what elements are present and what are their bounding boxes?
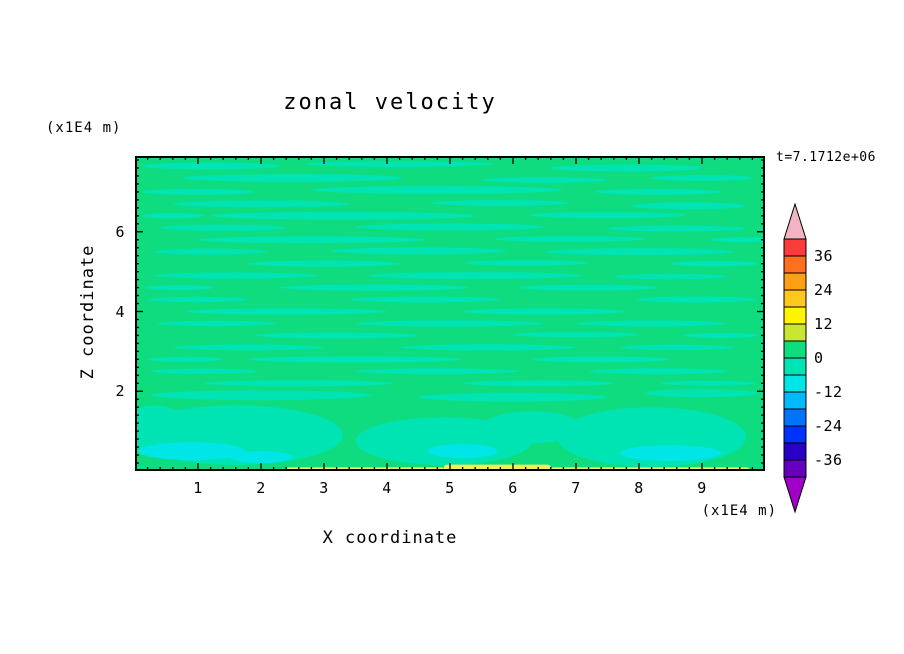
y-axis-units-label: (x1E4 m) — [46, 120, 122, 136]
y-tick-label: 4 — [115, 302, 125, 321]
colorbar-level-label: 0 — [814, 349, 824, 367]
x-tick-label: 3 — [319, 479, 329, 497]
x-tick-label: 9 — [697, 479, 707, 497]
x-tick-label: 7 — [571, 479, 581, 497]
x-tick-label: 4 — [382, 479, 392, 497]
chart-title: zonal velocity — [283, 90, 497, 115]
x-tick-label: 8 — [634, 479, 644, 497]
colorbar-level-label: 12 — [814, 315, 834, 333]
colorbar-level-label: -36 — [814, 451, 843, 469]
x-axis-label: X coordinate — [322, 528, 458, 548]
y-tick-label: 2 — [115, 382, 125, 401]
x-axis-units-label: (x1E4 m) — [701, 503, 777, 519]
x-tick-label: 2 — [256, 479, 266, 497]
contour-field — [135, 156, 765, 471]
time-annotation: t=7.1712e+06 — [776, 150, 876, 165]
colorbar — [783, 203, 807, 514]
colorbar-level-label: 36 — [814, 247, 834, 265]
y-tick-label: 6 — [115, 222, 125, 241]
colorbar-level-label: 24 — [814, 281, 834, 299]
x-tick-label: 5 — [445, 479, 455, 497]
x-tick-label: 1 — [193, 479, 203, 497]
x-tick-label: 6 — [508, 479, 518, 497]
colorbar-level-label: -12 — [814, 383, 843, 401]
colorbar-level-label: -24 — [814, 417, 843, 435]
